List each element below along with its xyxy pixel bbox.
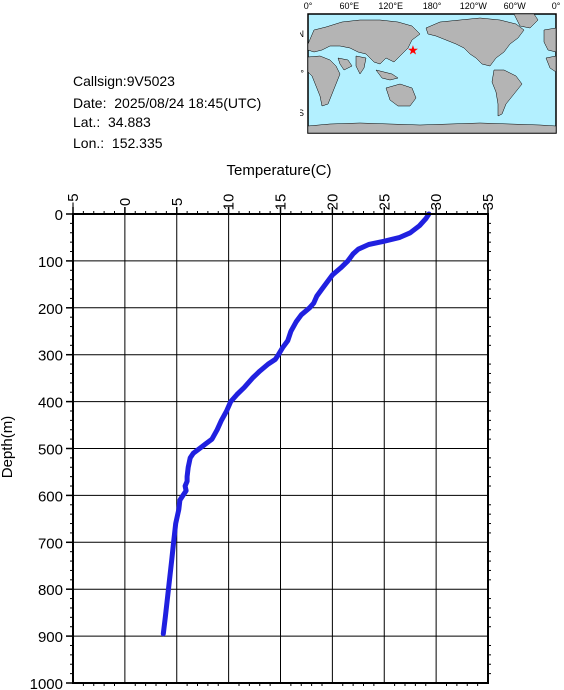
lon-text: Lon.: 152.335 — [73, 135, 163, 151]
map-lon-label: 120°E — [378, 1, 403, 11]
x-tick-label: 15 — [273, 194, 290, 211]
y-tick-label: 600 — [38, 488, 63, 505]
date-text: Date: 2025/08/24 18:45(UTC) — [73, 95, 262, 111]
map-latitude-labels: 60°N 0° 60°S — [300, 29, 304, 118]
y-tick-label: 200 — [38, 301, 63, 318]
africa-landmass-east — [545, 55, 557, 73]
india-landmass — [355, 55, 367, 75]
australia-landmass — [385, 83, 417, 107]
world-map: 0° 60°E 120°E 180° 120°W 60°W 0° 60°N 0° 60°S ★ — [300, 1, 561, 134]
antarctica-landmass — [307, 122, 557, 134]
arabia-landmass — [337, 57, 353, 71]
y-tick-label: 300 — [38, 348, 63, 365]
europe-landmass-east — [543, 27, 557, 53]
se-asia-islands — [375, 69, 399, 81]
position-marker-icon: ★ — [407, 42, 419, 57]
map-lon-label: 0° — [552, 1, 561, 11]
y-tick-label: 700 — [38, 535, 63, 552]
greenland-landmass — [513, 13, 539, 29]
x-tick-label: 10 — [221, 194, 238, 211]
map-lon-label: 60°E — [340, 1, 360, 11]
map-lat-label: 60°S — [300, 108, 304, 118]
axis-ticks — [66, 207, 491, 686]
south-america-landmass — [491, 69, 523, 117]
y-tick-label: 0 — [55, 207, 63, 224]
x-tick-label: 25 — [376, 194, 393, 211]
x-tick-label: 20 — [324, 194, 341, 211]
x-tick-label: 0 — [117, 198, 134, 206]
x-tick-label: 5 — [169, 198, 186, 206]
y-tick-label: 500 — [38, 442, 63, 459]
y-tick-label: 100 — [38, 254, 63, 271]
x-tick-label: 35 — [480, 194, 497, 211]
north-america-landmass — [425, 17, 525, 67]
y-tick-label: 1000 — [30, 676, 63, 690]
map-lon-label: 0° — [304, 1, 313, 11]
map-land — [307, 13, 557, 134]
map-lat-label: 60°N — [300, 29, 304, 39]
plot-frame — [72, 213, 489, 684]
y-tick-labels: 0 100 200 300 400 500 600 700 800 900 1000 — [30, 207, 63, 690]
x-axis-title: Temperature(C) — [226, 162, 331, 179]
lat-text: Lat.: 34.883 — [73, 114, 151, 130]
eurasia-landmass — [307, 19, 421, 65]
temperature-profile-line — [160, 211, 432, 637]
map-longitude-labels: 0° 60°E 120°E 180° 120°W 60°W 0° — [304, 1, 561, 11]
callsign-text: Callsign:9V5023 — [73, 73, 175, 89]
africa-landmass — [307, 55, 341, 107]
y-axis-title: Depth(m) — [0, 416, 16, 479]
x-tick-labels: −5 0 5 10 15 20 25 30 35 — [65, 193, 497, 210]
x-tick-label: −5 — [65, 193, 82, 210]
map-lat-label: 0° — [300, 69, 304, 79]
map-lon-label: 180° — [423, 1, 442, 11]
grid-lines — [72, 213, 489, 684]
map-lon-label: 120°W — [460, 1, 488, 11]
y-tick-label: 800 — [38, 582, 63, 599]
y-tick-label: 400 — [38, 395, 63, 412]
x-tick-label: 30 — [428, 194, 445, 211]
map-lon-label: 60°W — [504, 1, 527, 11]
y-tick-label: 900 — [38, 629, 63, 646]
